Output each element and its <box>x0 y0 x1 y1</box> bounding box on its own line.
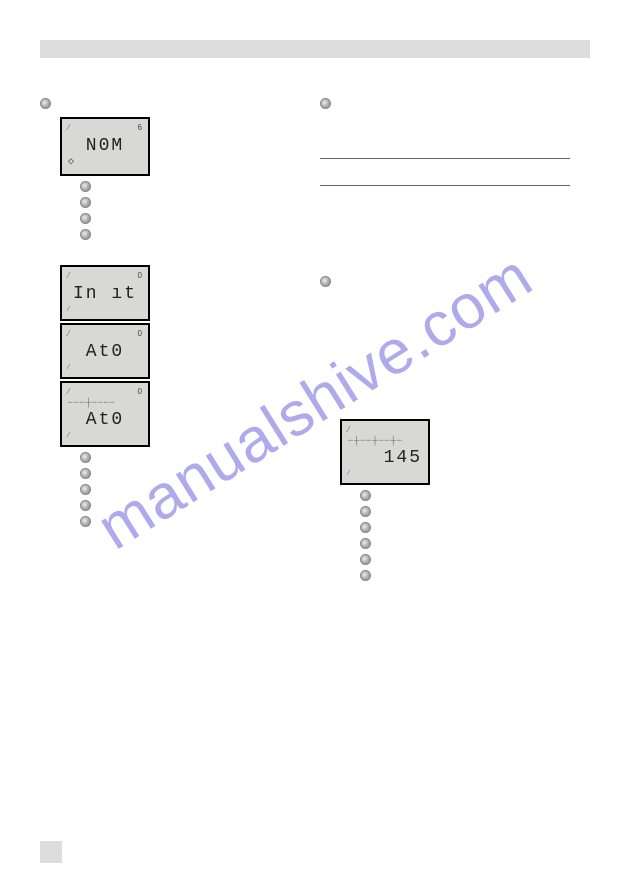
lcd-main-text: 145 <box>348 448 422 468</box>
lcd-top-row: ⁄ 0 <box>68 271 142 281</box>
lcd-display: ⁄ 0 ┄┄┄┼┄┄┄┄ At0 ⁄ <box>60 381 150 447</box>
lcd-bottom-row: ⁄ <box>68 432 142 439</box>
lcd-top-row: ⁄ <box>348 425 422 435</box>
lcd-main-text: In ıt <box>68 284 142 304</box>
bullet-item <box>40 96 290 109</box>
lcd-bottom-icon: ◇ <box>68 156 142 168</box>
lcd-top-row: ⁄ 0 <box>68 329 142 339</box>
lcd-bottom-row: ⁄ <box>68 364 142 371</box>
bullet-icon <box>80 452 91 463</box>
bullet-item <box>360 520 570 533</box>
body-text <box>320 291 570 411</box>
bullet-stack <box>80 179 290 240</box>
bullet-icon <box>80 516 91 527</box>
lcd-number: 0 <box>138 387 142 397</box>
header-bar <box>40 40 590 58</box>
bullet-item <box>80 466 290 479</box>
bullet-item <box>360 552 570 565</box>
slash-icon: ⁄ <box>68 364 69 371</box>
two-column-layout: ⁄ 6 N0M ◇ ⁄ 0 In ıt <box>40 88 590 584</box>
lcd-main-text: At0 <box>68 410 142 430</box>
page: ⁄ 6 N0M ◇ ⁄ 0 In ıt <box>0 0 630 893</box>
bullet-item <box>80 227 290 240</box>
slash-icon: ⁄ <box>68 432 69 439</box>
lcd-display: ⁄ 0 At0 ⁄ <box>60 323 150 379</box>
divider <box>320 185 570 186</box>
bullet-icon <box>40 98 51 109</box>
bullet-icon <box>80 229 91 240</box>
spacer <box>320 236 570 266</box>
lcd-display: ⁄ 6 N0M ◇ <box>60 117 150 176</box>
bullet-item <box>360 488 570 501</box>
page-number <box>40 841 62 863</box>
lcd-main-text: N0M <box>68 136 142 156</box>
lcd-display: ⁄ 0 In ıt ⁄ <box>60 265 150 321</box>
bullet-icon <box>360 506 371 517</box>
antenna-icon: ⁄ <box>68 271 69 281</box>
bullet-icon <box>80 197 91 208</box>
left-column: ⁄ 6 N0M ◇ ⁄ 0 In ıt <box>40 88 290 584</box>
bullet-icon <box>80 181 91 192</box>
bullet-item <box>80 211 290 224</box>
lcd-number: 0 <box>138 329 142 339</box>
lcd-bottom-row: ⁄ <box>348 470 422 477</box>
lcd-top-row: ⁄ 6 <box>68 123 142 133</box>
bullet-item <box>80 514 290 527</box>
bullet-icon <box>80 500 91 511</box>
lcd-number: 0 <box>138 271 142 281</box>
lcd-scale-row: ┄┼┄┄┼┄┄┼┄ <box>348 437 422 445</box>
bullet-icon <box>360 538 371 549</box>
divider <box>320 158 570 159</box>
bullet-item <box>80 195 290 208</box>
lcd-main-text: At0 <box>68 342 142 362</box>
lcd-top-row: ⁄ 0 <box>68 387 142 397</box>
bullet-icon <box>320 98 331 109</box>
lcd-bottom-row: ⁄ <box>68 306 142 313</box>
spacer <box>40 243 290 257</box>
slash-icon: ⁄ <box>348 470 349 477</box>
bullet-item <box>80 482 290 495</box>
body-text <box>320 165 570 179</box>
bullet-item <box>360 536 570 549</box>
slash-icon: ⁄ <box>68 306 69 313</box>
bullet-icon <box>320 276 331 287</box>
right-column: ⁄ ┄┼┄┄┼┄┄┼┄ 145 ⁄ <box>320 88 570 584</box>
antenna-icon: ⁄ <box>68 123 69 133</box>
bullet-icon <box>80 484 91 495</box>
antenna-icon: ⁄ <box>68 329 69 339</box>
body-text <box>320 192 570 232</box>
lcd-display: ⁄ ┄┼┄┄┼┄┄┼┄ 145 ⁄ <box>340 419 430 485</box>
spacer <box>320 112 570 152</box>
antenna-icon: ⁄ <box>68 387 69 397</box>
lcd-scale-row: ┄┄┄┼┄┄┄┄ <box>68 399 142 407</box>
lcd-number: 6 <box>138 123 142 133</box>
bullet-item <box>80 450 290 463</box>
bullet-icon <box>80 213 91 224</box>
bullet-icon <box>360 522 371 533</box>
bullet-icon <box>360 490 371 501</box>
bullet-stack <box>80 450 290 527</box>
antenna-icon: ⁄ <box>348 425 349 435</box>
bullet-item <box>80 498 290 511</box>
bullet-icon <box>360 554 371 565</box>
bullet-item <box>80 179 290 192</box>
bullet-stack <box>360 488 570 581</box>
bullet-item <box>360 568 570 581</box>
bullet-icon <box>80 468 91 479</box>
bullet-item <box>360 504 570 517</box>
bullet-item <box>320 96 570 109</box>
bullet-icon <box>360 570 371 581</box>
bullet-item <box>320 274 570 287</box>
